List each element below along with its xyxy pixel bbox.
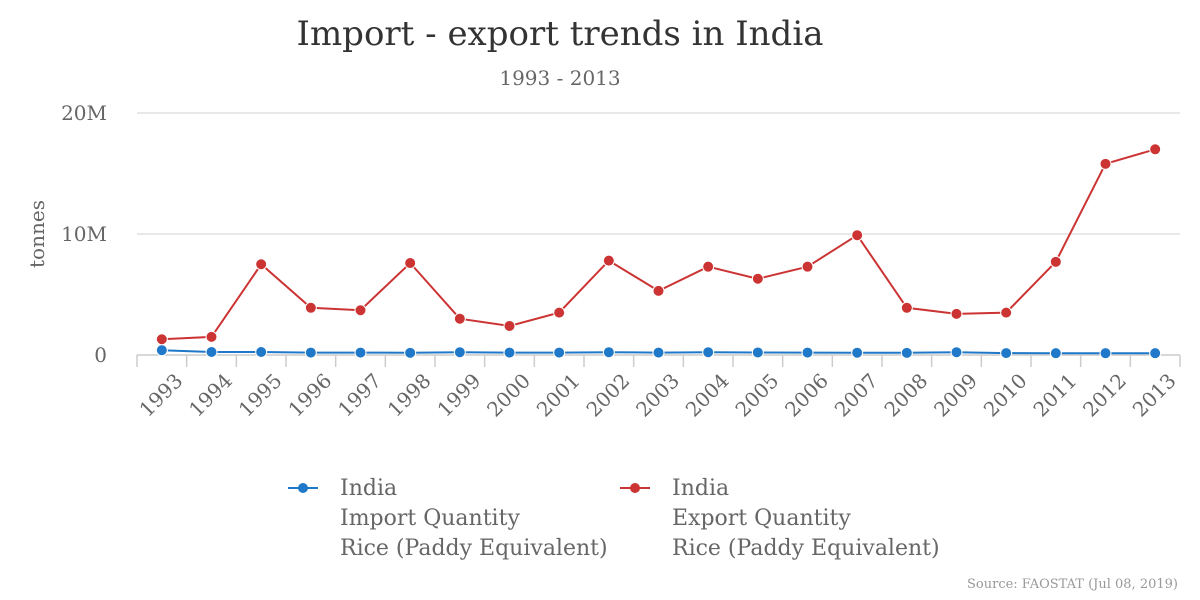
x-tick-label: 2012 bbox=[1078, 369, 1131, 422]
y-tick-label: 20M bbox=[61, 101, 107, 125]
legend-item-export[interactable]: India Export Quantity Rice (Paddy Equiva… bbox=[618, 474, 940, 564]
data-point-export bbox=[851, 229, 864, 242]
legend-export-line-2: Export Quantity bbox=[672, 506, 851, 531]
data-point-import bbox=[1149, 347, 1162, 360]
data-point-import bbox=[354, 346, 367, 359]
chart-subtitle: 1993 - 2013 bbox=[499, 66, 621, 90]
x-tick-label: 2001 bbox=[532, 369, 585, 422]
chart-title: Import - export trends in India bbox=[296, 14, 824, 54]
data-point-import bbox=[205, 345, 218, 358]
x-tick-label: 2010 bbox=[979, 369, 1032, 422]
data-point-import bbox=[453, 346, 466, 359]
data-point-export bbox=[255, 258, 268, 271]
data-point-export bbox=[1000, 306, 1013, 319]
x-tick-label: 2005 bbox=[730, 369, 783, 422]
legend-marker-import bbox=[288, 483, 318, 493]
legend-import-line-1: India bbox=[340, 476, 398, 501]
legend: India Import Quantity Rice (Paddy Equiva… bbox=[286, 474, 940, 564]
data-point-export bbox=[950, 307, 963, 320]
data-point-import bbox=[155, 344, 168, 357]
legend-export-line-1: India bbox=[672, 476, 730, 501]
data-point-export bbox=[354, 304, 367, 317]
data-point-import bbox=[404, 346, 417, 359]
data-point-export bbox=[702, 260, 715, 273]
x-tick-label: 2013 bbox=[1128, 369, 1181, 422]
y-tick-label: 10M bbox=[61, 222, 107, 246]
x-tick-label: 1996 bbox=[283, 369, 336, 422]
legend-item-import[interactable]: India Import Quantity Rice (Paddy Equiva… bbox=[286, 474, 618, 564]
x-tick-label: 2009 bbox=[929, 369, 982, 422]
data-point-export bbox=[751, 272, 764, 285]
data-point-export bbox=[155, 333, 168, 346]
x-tick-label: 1998 bbox=[383, 369, 436, 422]
data-point-import bbox=[801, 346, 814, 359]
x-tick-label: 1994 bbox=[184, 369, 237, 422]
x-tick-label: 2002 bbox=[581, 369, 634, 422]
data-point-import bbox=[702, 346, 715, 359]
data-point-export bbox=[404, 257, 417, 270]
data-point-import bbox=[652, 346, 665, 359]
x-tick-label: 1999 bbox=[432, 369, 485, 422]
x-tick-label: 2000 bbox=[482, 369, 535, 422]
y-tick-label: 0 bbox=[94, 343, 107, 367]
data-point-import bbox=[553, 346, 566, 359]
x-tick-label: 2006 bbox=[780, 369, 833, 422]
x-tick-label: 1997 bbox=[333, 369, 386, 422]
legend-export-line-3: Rice (Paddy Equivalent) bbox=[672, 536, 940, 561]
data-point-export bbox=[553, 306, 566, 319]
x-tick-label: 1993 bbox=[134, 369, 187, 422]
data-point-export bbox=[453, 312, 466, 325]
data-point-import bbox=[1049, 347, 1062, 360]
data-point-export bbox=[801, 260, 814, 273]
x-tick-label: 1995 bbox=[234, 369, 287, 422]
data-point-import bbox=[503, 346, 516, 359]
data-point-import bbox=[900, 346, 913, 359]
data-point-export bbox=[652, 284, 665, 297]
legend-import-line-2: Import Quantity bbox=[340, 506, 520, 531]
data-point-export bbox=[1099, 157, 1112, 170]
legend-import-line-3: Rice (Paddy Equivalent) bbox=[340, 536, 608, 561]
data-point-export bbox=[205, 330, 218, 343]
data-point-import bbox=[1099, 347, 1112, 360]
data-point-import bbox=[851, 346, 864, 359]
data-point-import bbox=[1000, 347, 1013, 360]
data-point-import bbox=[304, 346, 317, 359]
x-tick-label: 2007 bbox=[830, 369, 883, 422]
source-credit: Source: FAOSTAT (Jul 08, 2019) bbox=[967, 577, 1178, 592]
data-point-export bbox=[304, 301, 317, 314]
data-point-export bbox=[602, 254, 615, 267]
x-tick-label: 2004 bbox=[681, 369, 734, 422]
legend-marker-export bbox=[620, 483, 650, 493]
data-point-export bbox=[900, 301, 913, 314]
data-point-import bbox=[950, 346, 963, 359]
data-point-export bbox=[1149, 143, 1162, 156]
x-tick-label: 2003 bbox=[631, 369, 684, 422]
x-tick-label: 2011 bbox=[1028, 369, 1081, 422]
data-point-export bbox=[503, 319, 516, 332]
data-point-import bbox=[751, 346, 764, 359]
data-point-import bbox=[255, 345, 268, 358]
data-point-export bbox=[1049, 255, 1062, 268]
data-point-import bbox=[602, 346, 615, 359]
x-tick-label: 2008 bbox=[879, 369, 932, 422]
